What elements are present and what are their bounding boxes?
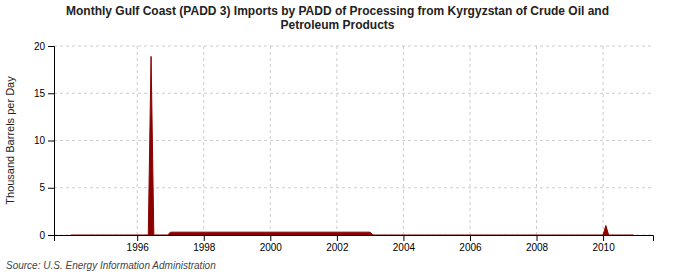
plot: 1996 1998 2000 2002 2004 2006 2008 2010 0 5 10 15 20 xyxy=(34,41,654,253)
y-tick-mark xyxy=(48,141,54,142)
y-tick-label: 20 xyxy=(34,41,46,52)
y-tick-label: 0 xyxy=(39,230,45,241)
y-tick-label: 5 xyxy=(39,182,45,193)
x-tick-label: 2002 xyxy=(326,242,349,253)
y-axis: 0 5 10 15 20 xyxy=(34,41,55,241)
y-tick: 10 xyxy=(34,135,54,146)
x-tick-mark xyxy=(204,235,205,241)
area xyxy=(71,56,634,235)
y-tick: 5 xyxy=(39,182,54,193)
x-tick-mark xyxy=(403,235,404,241)
source: Source: U.S. Energy Information Administ… xyxy=(6,260,216,271)
x-tick-label: 2000 xyxy=(260,242,283,253)
y-axis-title: Thousand Barrels per Day xyxy=(4,76,16,205)
y-tick-label: 15 xyxy=(34,88,46,99)
grid-line-y xyxy=(54,140,653,141)
x-tick-label: 2006 xyxy=(459,242,482,253)
y-tick: 20 xyxy=(34,41,54,52)
x-tick-mark xyxy=(537,235,538,241)
x-tick: 2000 xyxy=(260,235,283,253)
x-tick-mark xyxy=(603,235,604,241)
line xyxy=(71,56,634,235)
x-tick-label: 1998 xyxy=(193,242,216,253)
x-axis-line xyxy=(55,236,654,242)
y-tick-mark xyxy=(48,188,54,189)
title-line: Monthly Gulf Coast (PADD 3) Imports by P… xyxy=(66,4,609,18)
grid-line-y xyxy=(54,46,653,47)
y-tick-mark xyxy=(48,46,54,47)
x-tick-mark xyxy=(470,235,471,241)
grid-line-y xyxy=(54,93,653,94)
x-tick-label: 2008 xyxy=(526,242,549,253)
y-tick-mark xyxy=(48,235,54,236)
grid-line-x xyxy=(137,46,138,235)
x-axis: 1996 1998 2000 2002 2004 2006 2008 2010 xyxy=(55,235,654,253)
x-tick-mark xyxy=(137,235,138,241)
y-tick-label: 10 xyxy=(34,135,46,146)
x-tick: 2006 xyxy=(459,235,482,253)
x-tick: 2002 xyxy=(326,235,349,253)
y-axis-line xyxy=(48,47,55,236)
x-tick: 1996 xyxy=(127,235,150,253)
grid xyxy=(54,46,653,235)
grid-line-y xyxy=(54,187,653,188)
x-tick: 2010 xyxy=(592,235,615,253)
marks xyxy=(71,56,634,235)
y-tick-mark xyxy=(48,93,54,94)
x-tick-label: 1996 xyxy=(127,242,150,253)
x-tick-label: 2010 xyxy=(592,242,615,253)
x-tick-mark xyxy=(270,235,271,241)
x-tick: 2004 xyxy=(393,235,416,253)
title-line: Petroleum Products xyxy=(280,18,394,32)
chart: Monthly Gulf Coast (PADD 3) Imports by P… xyxy=(0,0,675,275)
x-tick-mark xyxy=(337,235,338,241)
x-tick: 2008 xyxy=(526,235,549,253)
x-tick: 1998 xyxy=(193,235,216,253)
x-tick-label: 2004 xyxy=(393,242,416,253)
y-tick: 0 xyxy=(39,230,54,241)
title: Monthly Gulf Coast (PADD 3) Imports by P… xyxy=(66,4,609,32)
y-tick: 15 xyxy=(34,88,54,99)
